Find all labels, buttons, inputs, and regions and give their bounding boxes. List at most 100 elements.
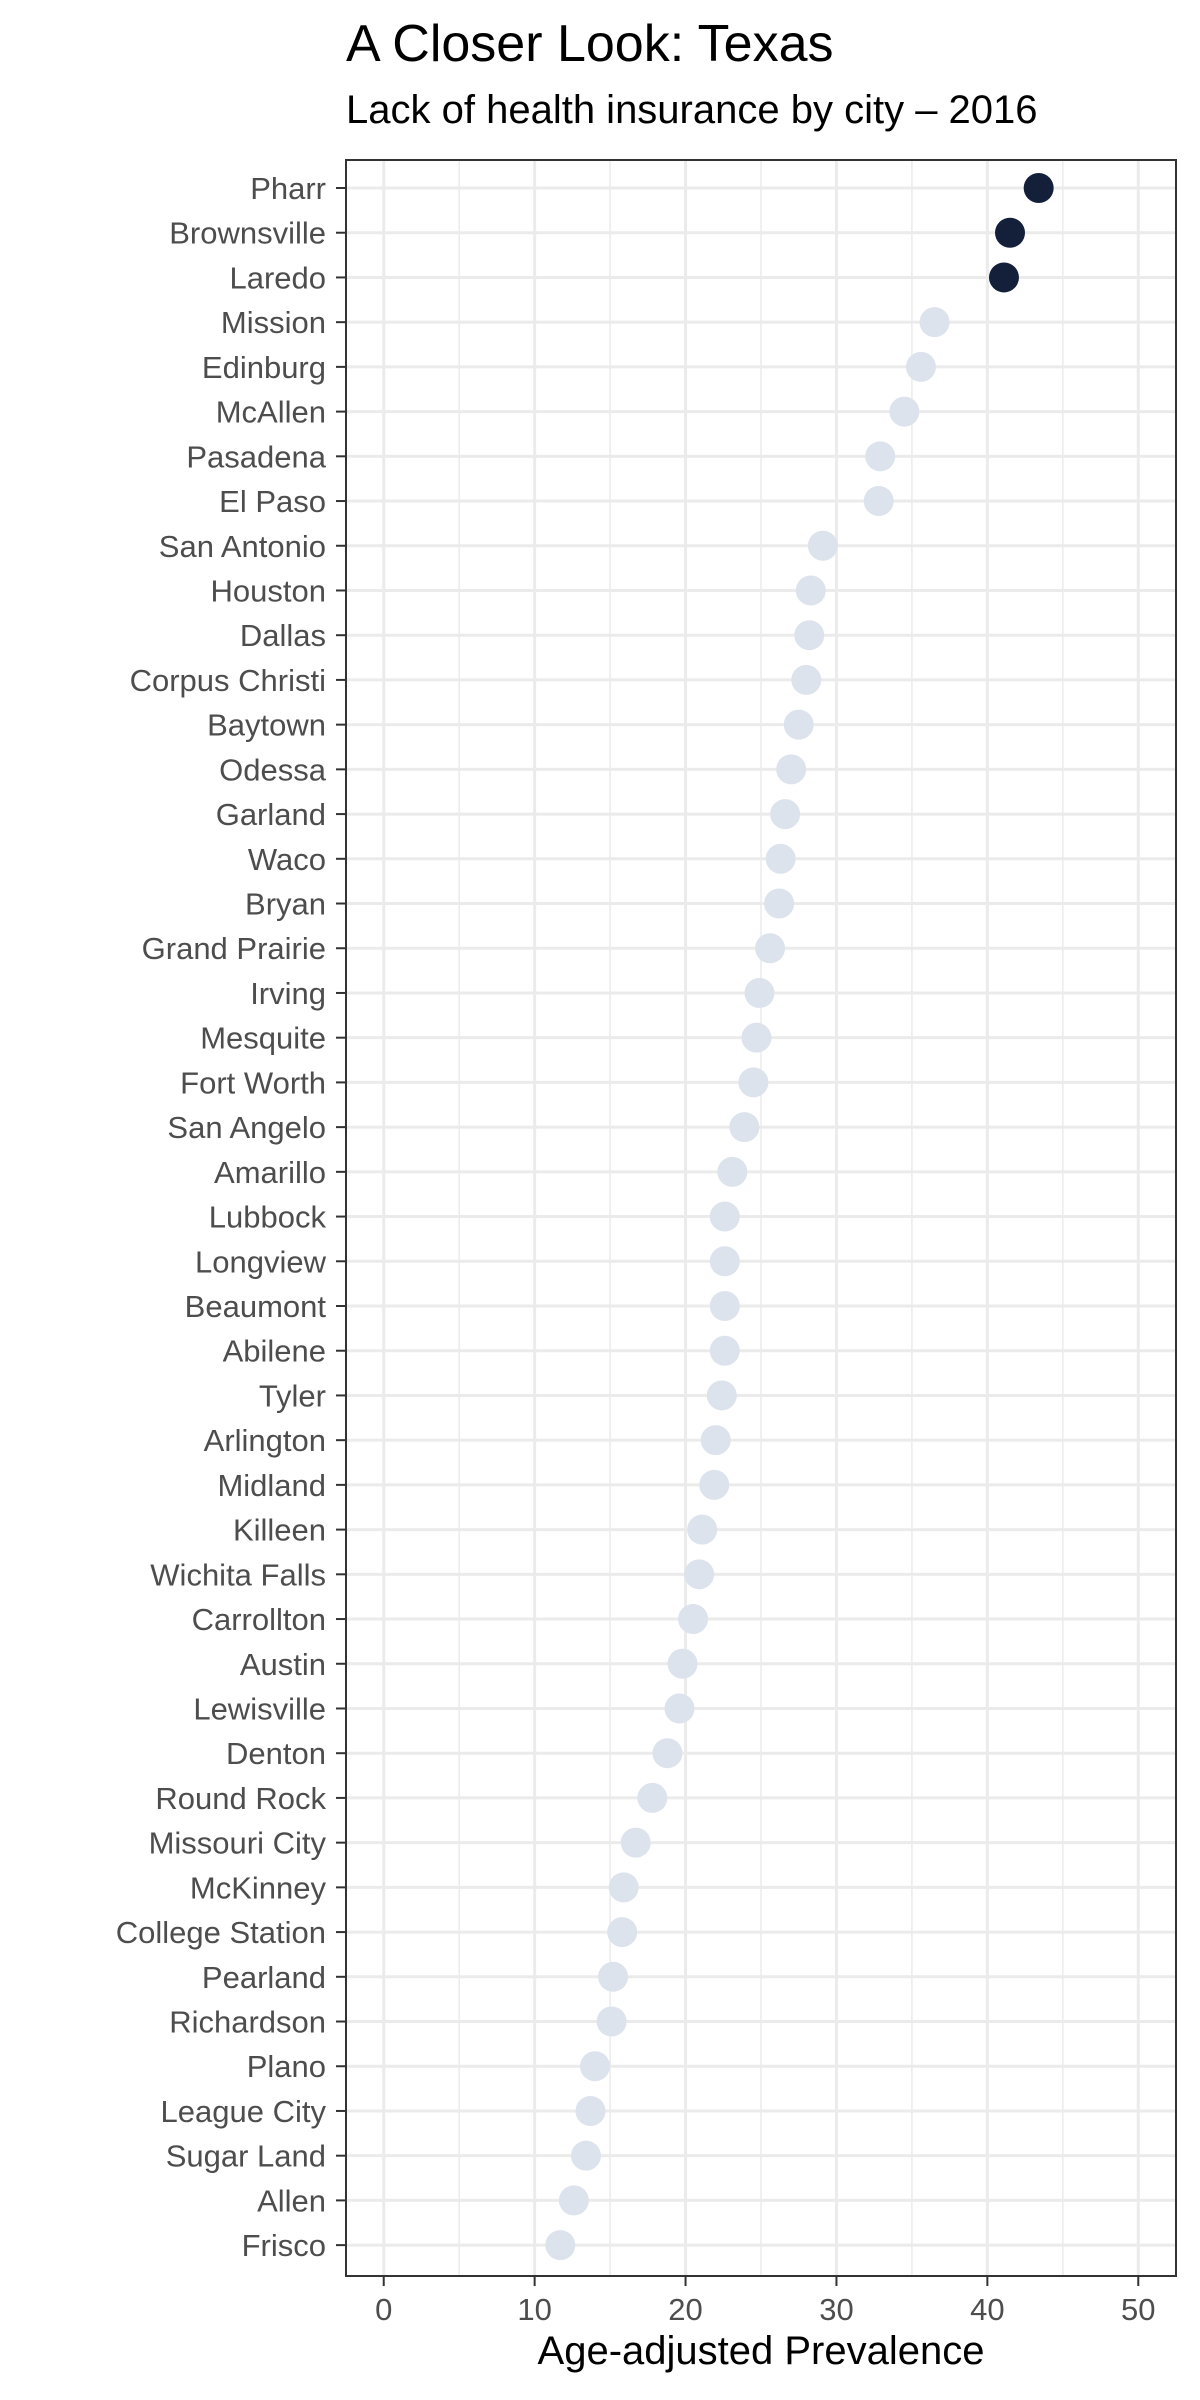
y-tick-label: Wichita Falls xyxy=(150,1557,326,1592)
y-tick-label: Round Rock xyxy=(155,1781,326,1816)
y-tick-label: McKinney xyxy=(190,1870,327,1905)
data-point xyxy=(664,1693,695,1724)
data-point xyxy=(706,1380,737,1411)
y-tick-label: Pasadena xyxy=(186,439,326,474)
y-tick-label: Houston xyxy=(211,573,326,608)
y-tick-label: Frisco xyxy=(242,2228,326,2263)
data-point xyxy=(598,1961,629,1992)
y-tick-label: Killeen xyxy=(233,1513,326,1548)
x-tick-label: 50 xyxy=(1121,2292,1155,2327)
y-tick-label: Garland xyxy=(216,797,326,832)
y-tick-label: Corpus Christi xyxy=(130,663,326,698)
data-point xyxy=(863,486,894,517)
y-tick-label: Longview xyxy=(195,1244,327,1279)
y-tick-label: Lubbock xyxy=(209,1200,327,1235)
y-tick-label: Grand Prairie xyxy=(142,931,326,966)
data-point xyxy=(580,2051,610,2082)
y-tick-label: San Angelo xyxy=(167,1110,326,1145)
x-axis: 0 10 20 30 40 50 xyxy=(375,2276,1156,2327)
data-point xyxy=(652,1738,683,1769)
data-point xyxy=(678,1604,709,1635)
y-tick-label: Missouri City xyxy=(149,1826,327,1861)
data-point xyxy=(596,2006,627,2037)
data-point xyxy=(700,1425,731,1456)
data-point xyxy=(765,843,796,874)
data-point xyxy=(865,441,896,472)
y-tick-label: Allen xyxy=(257,2183,326,2218)
y-tick-label: El Paso xyxy=(219,484,326,519)
y-tick-label: McAllen xyxy=(216,395,326,430)
data-point xyxy=(889,396,920,427)
x-tick-label: 20 xyxy=(668,2292,702,2327)
data-point xyxy=(807,530,838,561)
data-point xyxy=(988,262,1019,293)
data-point xyxy=(687,1514,718,1545)
data-point xyxy=(637,1782,668,1813)
data-point xyxy=(791,664,822,695)
y-tick-label: Tyler xyxy=(259,1378,326,1413)
y-tick-label: Richardson xyxy=(169,2005,326,2040)
data-point xyxy=(764,888,795,919)
x-axis-title: Age-adjusted Prevalence xyxy=(538,2329,985,2373)
y-tick-label: Amarillo xyxy=(214,1155,326,1190)
chart-subtitle: Lack of health insurance by city – 2016 xyxy=(346,88,1038,132)
y-tick-label: San Antonio xyxy=(159,529,326,564)
y-axis: Pharr Brownsville Laredo Mission Edinburg McA… xyxy=(116,171,346,2263)
data-point xyxy=(738,1067,769,1098)
y-tick-label: Sugar Land xyxy=(166,2139,326,2174)
x-tick-label: 10 xyxy=(517,2292,551,2327)
y-tick-label: Irving xyxy=(250,976,326,1011)
y-tick-label: Bryan xyxy=(245,887,326,922)
data-point xyxy=(995,217,1025,248)
data-point xyxy=(667,1648,698,1679)
data-point xyxy=(729,1112,760,1143)
y-tick-label: Arlington xyxy=(204,1423,326,1458)
data-point xyxy=(709,1291,740,1321)
data-point xyxy=(919,307,950,338)
panel-border xyxy=(345,159,1177,2277)
y-tick-label: Abilene xyxy=(223,1334,326,1369)
y-tick-label: Pearland xyxy=(202,1960,326,1995)
data-point xyxy=(783,709,814,740)
x-tick-label: 40 xyxy=(970,2292,1004,2327)
y-tick-label: Odessa xyxy=(219,752,327,787)
data-point xyxy=(755,933,786,964)
y-tick-label: Brownsville xyxy=(169,216,326,251)
y-tick-label: Fort Worth xyxy=(180,1065,326,1100)
data-point xyxy=(607,1917,638,1948)
data-point xyxy=(744,977,775,1008)
x-tick-label: 30 xyxy=(819,2292,853,2327)
grid-layer xyxy=(346,160,1176,2276)
x-tick-label: 0 xyxy=(375,2292,392,2327)
y-tick-label: Mesquite xyxy=(200,1021,326,1056)
data-point xyxy=(709,1246,740,1277)
y-tick-label: Beaumont xyxy=(185,1289,327,1324)
data-point xyxy=(709,1201,740,1232)
y-tick-label: Waco xyxy=(248,842,326,877)
y-tick-label: Carrollton xyxy=(192,1602,326,1637)
y-tick-label: Lewisville xyxy=(193,1691,326,1726)
data-point xyxy=(905,351,936,382)
y-tick-label: Laredo xyxy=(229,260,326,295)
data-point xyxy=(794,620,825,651)
data-point xyxy=(699,1469,730,1500)
y-tick-label: Mission xyxy=(221,305,326,340)
y-tick-label: Edinburg xyxy=(202,350,326,385)
data-point xyxy=(795,575,826,606)
y-tick-label: Midland xyxy=(217,1468,326,1503)
data-point xyxy=(608,1872,639,1903)
data-point xyxy=(570,2140,601,2171)
y-tick-label: Denton xyxy=(226,1736,326,1771)
data-point xyxy=(1023,173,1054,203)
data-point xyxy=(545,2230,576,2261)
data-point xyxy=(776,754,807,785)
y-tick-label: Dallas xyxy=(240,618,326,653)
data-point xyxy=(709,1335,740,1366)
data-point xyxy=(770,799,801,830)
data-point xyxy=(620,1827,651,1858)
data-point xyxy=(717,1156,748,1187)
y-tick-label: League City xyxy=(161,2094,327,2129)
points-layer xyxy=(545,173,1054,2261)
y-tick-label: Plano xyxy=(247,2049,326,2084)
